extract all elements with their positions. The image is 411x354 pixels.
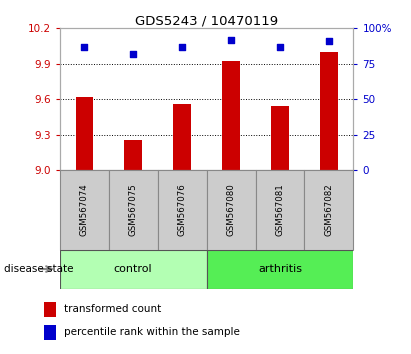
Bar [76,97,92,170]
Bar [173,104,191,170]
Bar [321,52,337,170]
Point [228,37,234,42]
Text: transformed count: transformed count [64,304,161,314]
Bar [44,302,56,317]
Point [326,38,332,44]
Text: GSM567080: GSM567080 [226,183,236,236]
Bar [44,325,56,340]
Text: percentile rank within the sample: percentile rank within the sample [64,327,240,337]
Text: disease state: disease state [4,264,74,274]
Point [277,44,283,50]
Text: GSM567082: GSM567082 [324,183,333,236]
FancyBboxPatch shape [157,170,206,250]
FancyBboxPatch shape [206,170,256,250]
Text: GSM567076: GSM567076 [178,183,187,236]
FancyBboxPatch shape [305,170,353,250]
Title: GDS5243 / 10470119: GDS5243 / 10470119 [135,14,278,27]
FancyBboxPatch shape [256,170,305,250]
Text: GSM567081: GSM567081 [275,183,284,236]
Text: control: control [114,264,152,274]
Bar [271,106,289,170]
FancyBboxPatch shape [206,250,353,289]
Text: GSM567075: GSM567075 [129,183,138,236]
Bar [222,61,240,170]
FancyBboxPatch shape [109,170,157,250]
Point [81,44,88,50]
Text: GSM567074: GSM567074 [80,183,89,236]
FancyBboxPatch shape [60,170,109,250]
Text: arthritis: arthritis [258,264,302,274]
Point [179,44,185,50]
Bar [125,141,142,170]
FancyBboxPatch shape [60,250,206,289]
Point [130,51,136,57]
